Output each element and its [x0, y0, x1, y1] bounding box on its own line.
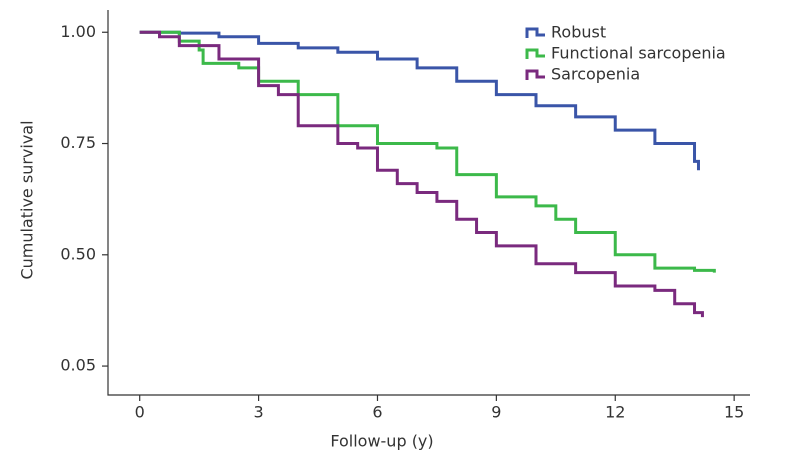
y-tick-label: 0.50 — [60, 244, 96, 263]
legend-label: Sarcopenia — [551, 65, 640, 84]
x-axis-label: Follow-up (y) — [330, 432, 433, 451]
x-tick-label: 9 — [491, 403, 501, 422]
survival-line — [139, 30, 700, 171]
y-axis-label: Cumulative survival — [18, 120, 37, 279]
legend-label: Functional sarcopenia — [551, 44, 726, 63]
axes — [107, 10, 750, 396]
y-tick-label: 1.00 — [60, 22, 96, 41]
legend-label: Robust — [551, 23, 606, 42]
legend-swatch — [525, 27, 545, 38]
survival-line — [139, 30, 716, 273]
legend-swatch — [525, 69, 545, 80]
x-tick-label: 15 — [724, 403, 744, 422]
x-tick-label: 12 — [605, 403, 625, 422]
legend-swatch — [525, 48, 545, 59]
survival-line — [139, 30, 704, 318]
x-tick-label: 6 — [372, 403, 382, 422]
y-tick-label: 0.05 — [60, 356, 96, 375]
y-tick-label: 0.75 — [60, 133, 96, 152]
x-tick-label: 0 — [135, 403, 145, 422]
x-tick-label: 3 — [253, 403, 263, 422]
